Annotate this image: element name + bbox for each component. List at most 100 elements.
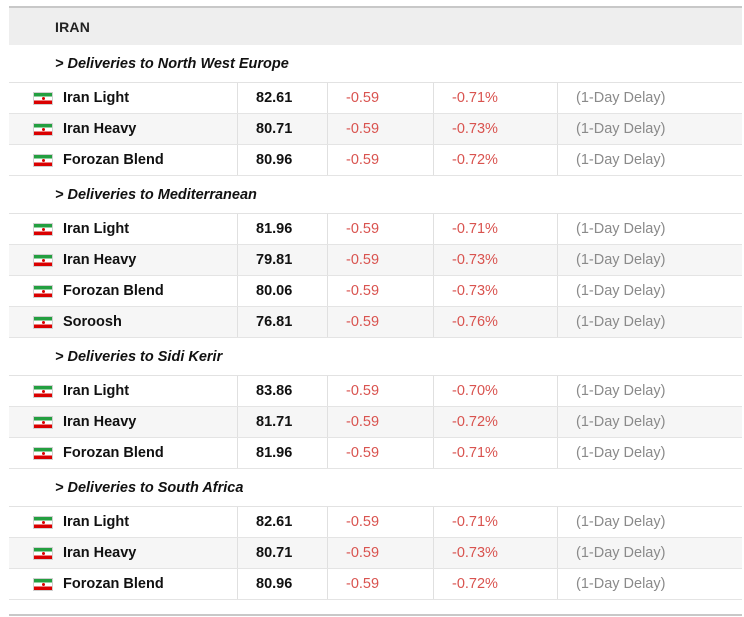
delay-cell: (1-Day Delay)	[558, 145, 742, 175]
blend-cell: Soroosh	[9, 307, 238, 337]
pct-change-value: -0.73%	[452, 121, 498, 137]
blend-name[interactable]: Iran Light	[63, 221, 130, 237]
pct-change-cell: -0.72%	[434, 569, 558, 599]
section-rows: Iran Light 81.96 -0.59 -0.71% (1-Day Del…	[9, 214, 742, 338]
iran-flag-icon	[33, 284, 53, 298]
blend-cell: Iran Heavy	[9, 407, 238, 437]
price-cell: 81.96	[238, 214, 328, 244]
table-row[interactable]: Forozan Blend 80.06 -0.59 -0.73% (1-Day …	[9, 276, 742, 307]
delay-cell: (1-Day Delay)	[558, 114, 742, 144]
table-row[interactable]: Forozan Blend 80.96 -0.59 -0.72% (1-Day …	[9, 569, 742, 600]
delay-note: (1-Day Delay)	[576, 545, 666, 561]
blend-name[interactable]: Iran Heavy	[63, 252, 137, 268]
section-title: > Deliveries to South Africa	[55, 479, 244, 496]
change-value: -0.59	[346, 445, 380, 461]
iran-flag-icon	[33, 91, 53, 105]
table-row[interactable]: Iran Light 82.61 -0.59 -0.71% (1-Day Del…	[9, 507, 742, 538]
table-row[interactable]: Iran Heavy 80.71 -0.59 -0.73% (1-Day Del…	[9, 538, 742, 569]
change-cell: -0.59	[328, 407, 434, 437]
blend-cell: Iran Heavy	[9, 114, 238, 144]
change-cell: -0.59	[328, 114, 434, 144]
section-title: > Deliveries to Sidi Kerir	[55, 348, 223, 365]
change-cell: -0.59	[328, 307, 434, 337]
change-cell: -0.59	[328, 376, 434, 406]
blend-name[interactable]: Iran Light	[63, 514, 130, 530]
section-header[interactable]: > Deliveries to Sidi Kerir	[9, 338, 742, 376]
delivery-section: > Deliveries to South Africa Iran Light …	[9, 469, 742, 600]
pct-change-cell: -0.73%	[434, 245, 558, 275]
pct-change-value: -0.72%	[452, 152, 498, 168]
price-value: 82.61	[256, 90, 293, 106]
blend-name[interactable]: Forozan Blend	[63, 445, 164, 461]
blend-name[interactable]: Iran Light	[63, 383, 130, 399]
change-value: -0.59	[346, 576, 380, 592]
delay-cell: (1-Day Delay)	[558, 307, 742, 337]
table-row[interactable]: Iran Heavy 79.81 -0.59 -0.73% (1-Day Del…	[9, 245, 742, 276]
table-row[interactable]: Forozan Blend 80.96 -0.59 -0.72% (1-Day …	[9, 145, 742, 176]
pct-change-value: -0.71%	[452, 514, 498, 530]
change-cell: -0.59	[328, 214, 434, 244]
change-cell: -0.59	[328, 245, 434, 275]
price-cell: 82.61	[238, 507, 328, 537]
iran-flag-icon	[33, 122, 53, 136]
delay-note: (1-Day Delay)	[576, 445, 666, 461]
country-header: IRAN	[9, 8, 742, 45]
price-cell: 80.71	[238, 538, 328, 568]
table-row[interactable]: Iran Heavy 80.71 -0.59 -0.73% (1-Day Del…	[9, 114, 742, 145]
pct-change-value: -0.71%	[452, 445, 498, 461]
pct-change-value: -0.72%	[452, 576, 498, 592]
pct-change-cell: -0.72%	[434, 407, 558, 437]
price-value: 83.86	[256, 383, 293, 399]
blend-cell: Forozan Blend	[9, 145, 238, 175]
delivery-section: > Deliveries to Mediterranean Iran Light…	[9, 176, 742, 338]
price-value: 80.96	[256, 152, 293, 168]
country-title: IRAN	[55, 18, 91, 35]
table-row[interactable]: Iran Light 82.61 -0.59 -0.71% (1-Day Del…	[9, 83, 742, 114]
blend-name[interactable]: Forozan Blend	[63, 283, 164, 299]
iran-flag-icon	[33, 515, 53, 529]
pct-change-value: -0.73%	[452, 252, 498, 268]
iran-flag-icon	[33, 446, 53, 460]
change-value: -0.59	[346, 283, 380, 299]
blend-name[interactable]: Iran Heavy	[63, 414, 137, 430]
blend-name[interactable]: Iran Light	[63, 90, 130, 106]
delay-note: (1-Day Delay)	[576, 152, 666, 168]
section-header[interactable]: > Deliveries to North West Europe	[9, 45, 742, 83]
section-rows: Iran Light 82.61 -0.59 -0.71% (1-Day Del…	[9, 83, 742, 176]
pct-change-cell: -0.73%	[434, 538, 558, 568]
delay-note: (1-Day Delay)	[576, 383, 666, 399]
section-header[interactable]: > Deliveries to Mediterranean	[9, 176, 742, 214]
blend-name[interactable]: Soroosh	[63, 314, 122, 330]
blend-cell: Forozan Blend	[9, 276, 238, 306]
pct-change-value: -0.72%	[452, 414, 498, 430]
table-row[interactable]: Iran Light 81.96 -0.59 -0.71% (1-Day Del…	[9, 214, 742, 245]
pct-change-value: -0.73%	[452, 283, 498, 299]
change-value: -0.59	[346, 252, 380, 268]
pct-change-value: -0.73%	[452, 545, 498, 561]
delay-note: (1-Day Delay)	[576, 90, 666, 106]
table-row[interactable]: Iran Heavy 81.71 -0.59 -0.72% (1-Day Del…	[9, 407, 742, 438]
blend-cell: Iran Light	[9, 376, 238, 406]
blend-name[interactable]: Iran Heavy	[63, 545, 137, 561]
iran-flag-icon	[33, 415, 53, 429]
price-cell: 80.96	[238, 569, 328, 599]
pct-change-value: -0.70%	[452, 383, 498, 399]
change-cell: -0.59	[328, 276, 434, 306]
iran-flag-icon	[33, 384, 53, 398]
section-header[interactable]: > Deliveries to South Africa	[9, 469, 742, 507]
section-rows: Iran Light 82.61 -0.59 -0.71% (1-Day Del…	[9, 507, 742, 600]
price-value: 81.71	[256, 414, 293, 430]
table-row[interactable]: Soroosh 76.81 -0.59 -0.76% (1-Day Delay)	[9, 307, 742, 338]
sections-container: > Deliveries to North West Europe Iran L…	[9, 45, 742, 600]
section-title: > Deliveries to Mediterranean	[55, 186, 257, 203]
blend-name[interactable]: Forozan Blend	[63, 152, 164, 168]
blend-name[interactable]: Iran Heavy	[63, 121, 137, 137]
blend-name[interactable]: Forozan Blend	[63, 576, 164, 592]
table-row[interactable]: Forozan Blend 81.96 -0.59 -0.71% (1-Day …	[9, 438, 742, 469]
table-row[interactable]: Iran Light 83.86 -0.59 -0.70% (1-Day Del…	[9, 376, 742, 407]
section-rows: Iran Light 83.86 -0.59 -0.70% (1-Day Del…	[9, 376, 742, 469]
delay-note: (1-Day Delay)	[576, 576, 666, 592]
change-value: -0.59	[346, 221, 380, 237]
price-cell: 80.71	[238, 114, 328, 144]
change-value: -0.59	[346, 414, 380, 430]
